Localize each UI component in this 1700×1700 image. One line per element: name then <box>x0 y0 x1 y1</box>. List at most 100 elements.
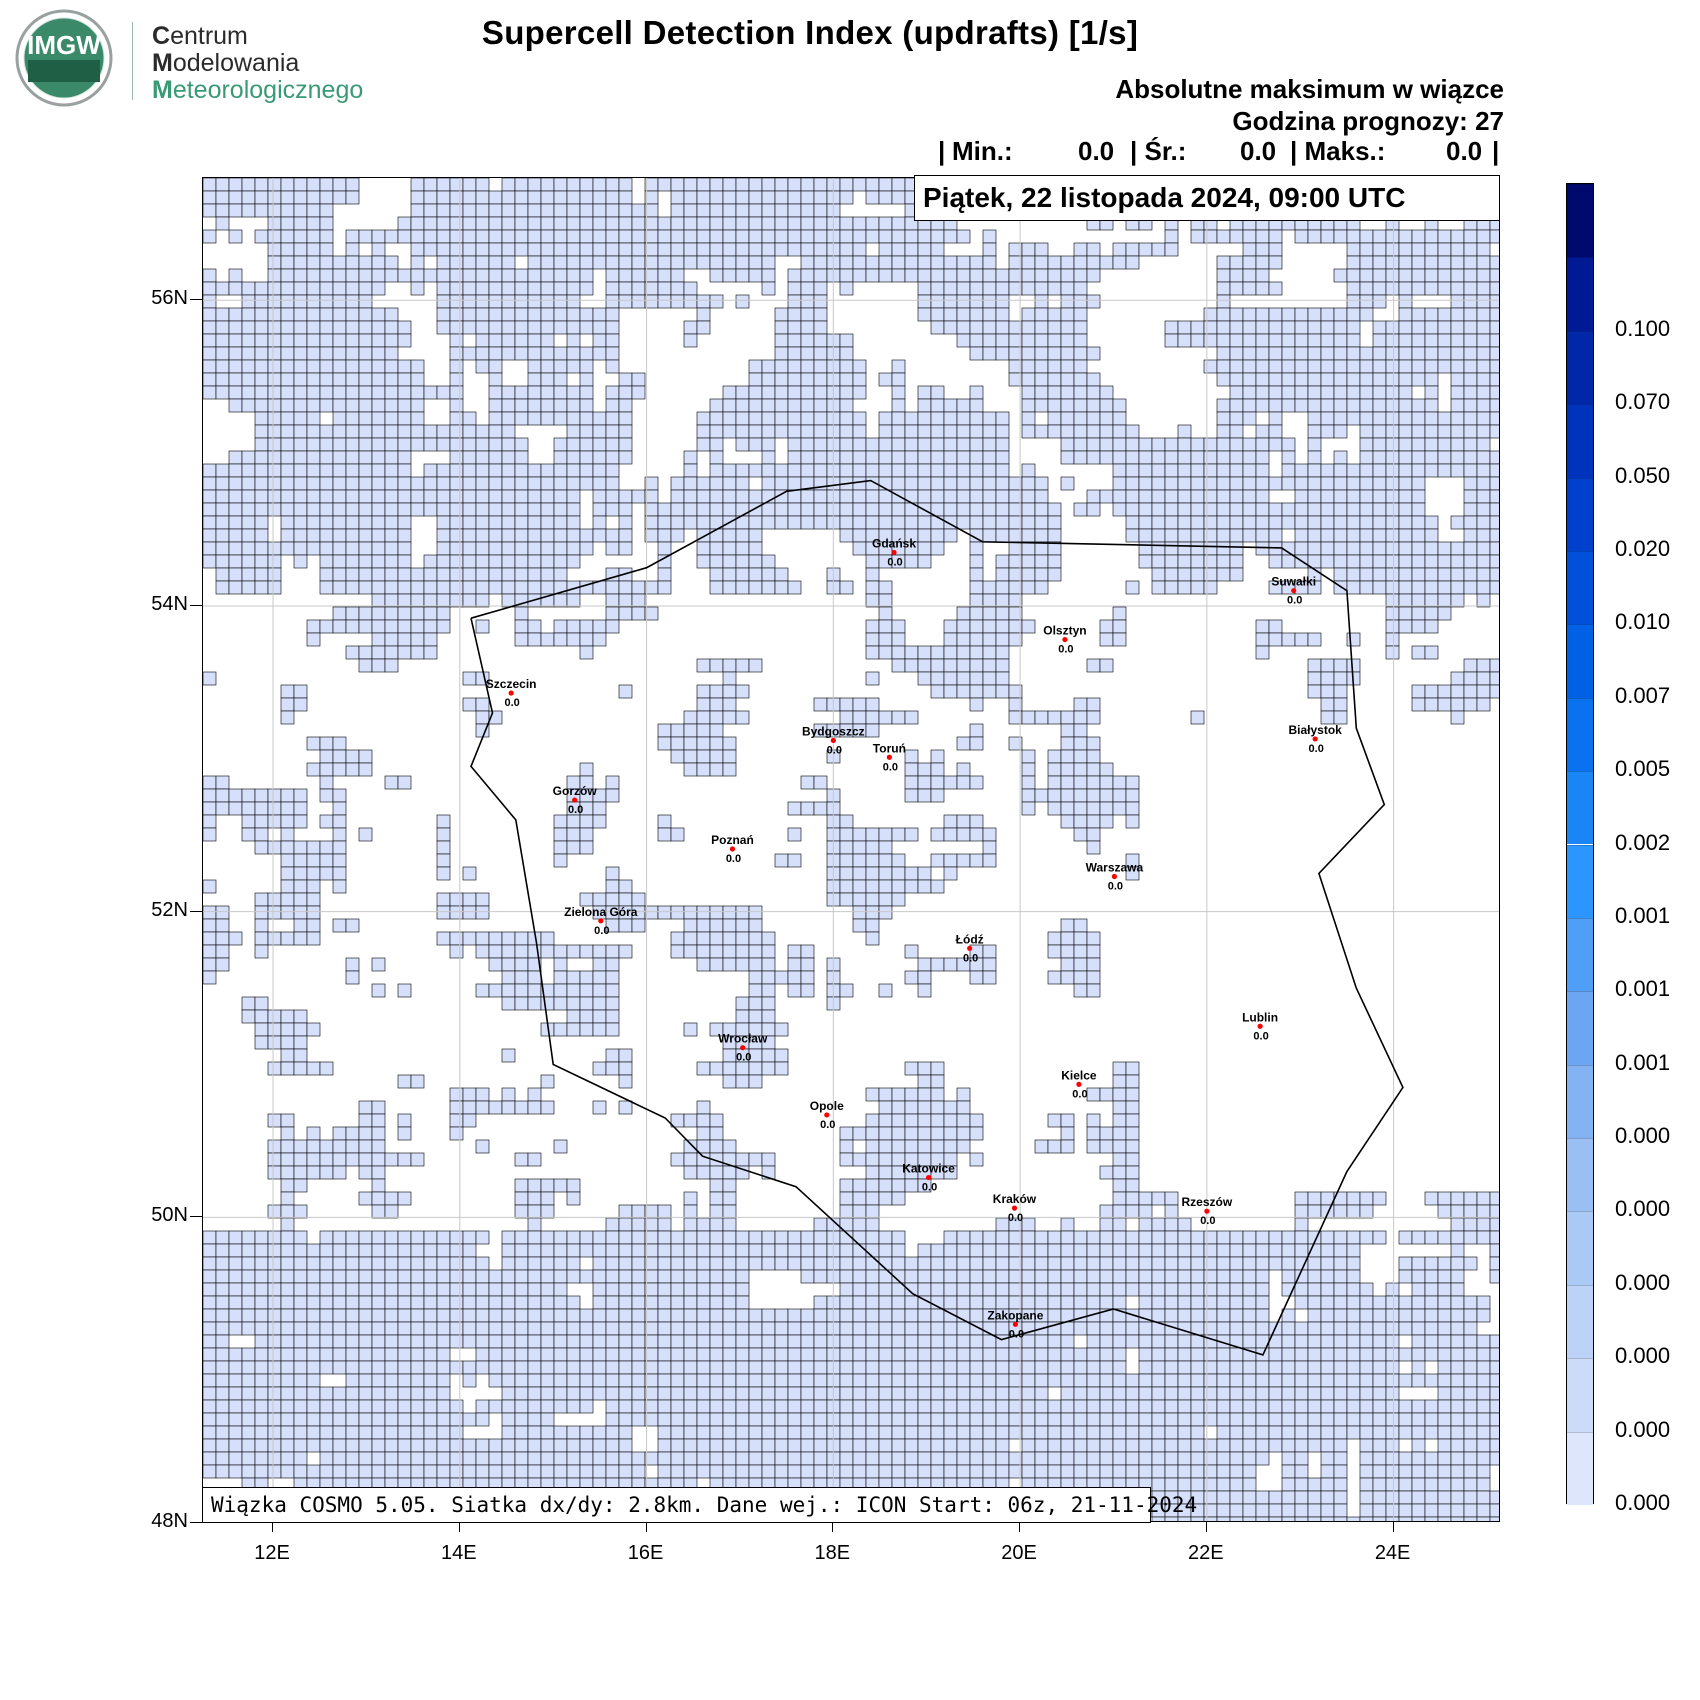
sdi-fill-cell <box>1346 372 1361 387</box>
sdi-fill-cell <box>1151 1308 1166 1323</box>
sdi-fill-cell <box>1242 1269 1257 1284</box>
sdi-fill-cell <box>1307 437 1322 452</box>
sdi-fill-cell <box>878 1347 893 1362</box>
sdi-fill-cell <box>527 1178 542 1193</box>
sdi-fill-cell <box>566 1308 581 1323</box>
sdi-fill-cell <box>865 879 880 894</box>
sdi-fill-cell <box>462 1100 477 1115</box>
sdi-fill-cell <box>839 281 854 296</box>
sdi-fill-cell <box>709 1347 724 1362</box>
sdi-fill-cell <box>436 476 451 491</box>
sdi-fill-cell <box>774 463 789 478</box>
sdi-fill-cell <box>891 1113 906 1128</box>
sdi-fill-cell <box>748 658 763 673</box>
sdi-fill-cell <box>800 502 815 517</box>
sdi-fill-cell <box>1164 476 1179 491</box>
sdi-fill-cell <box>683 320 698 335</box>
sdi-fill-cell <box>722 476 737 491</box>
sdi-fill-cell <box>553 294 568 309</box>
sdi-fill-cell <box>358 411 373 426</box>
sdi-fill-cell <box>852 879 867 894</box>
sdi-fill-cell <box>371 476 386 491</box>
sdi-fill-cell <box>852 1386 867 1401</box>
sdi-fill-cell <box>488 1308 503 1323</box>
sdi-fill-cell <box>449 905 464 920</box>
sdi-fill-cell <box>488 1100 503 1115</box>
sdi-fill-cell <box>462 346 477 361</box>
sdi-fill-cell <box>852 178 867 192</box>
sdi-fill-cell <box>1021 1295 1036 1310</box>
sdi-fill-cell <box>1333 307 1348 322</box>
sdi-fill-cell <box>566 229 581 244</box>
sdi-fill-cell <box>1359 450 1374 465</box>
sdi-fill-cell <box>215 178 230 192</box>
sdi-fill-cell <box>696 502 711 517</box>
sdi-fill-cell <box>306 281 321 296</box>
sdi-fill-cell <box>345 476 360 491</box>
sdi-fill-cell <box>371 1113 386 1128</box>
sdi-fill-cell <box>709 294 724 309</box>
sdi-fill-cell <box>514 567 529 582</box>
sdi-fill-cell <box>1307 1269 1322 1284</box>
sdi-fill-cell <box>566 814 581 829</box>
sdi-fill-cell <box>1164 1217 1179 1232</box>
sdi-fill-cell <box>488 931 503 946</box>
sdi-fill-cell <box>1424 606 1439 621</box>
sdi-fill-cell <box>540 515 555 530</box>
sdi-fill-cell <box>943 463 958 478</box>
sdi-fill-cell <box>540 996 555 1011</box>
map-area[interactable]: Gdańsk 0.0 Suwałki 0.0 Olsztyn 0.0 Szczecin 0.0… <box>202 177 1500 1522</box>
sdi-fill-cell <box>1320 1386 1335 1401</box>
sdi-fill-cell <box>1359 463 1374 478</box>
sdi-fill-cell <box>774 424 789 439</box>
sdi-fill-cell <box>761 957 776 972</box>
sdi-fill-cell <box>917 671 932 686</box>
sdi-fill-cell <box>215 1334 230 1349</box>
sdi-fill-cell <box>943 1230 958 1245</box>
sdi-fill-cell <box>904 1334 919 1349</box>
sdi-fill-cell <box>1320 229 1335 244</box>
sdi-fill-cell <box>969 684 984 699</box>
sdi-fill-cell <box>319 203 334 218</box>
sdi-fill-cell <box>813 463 828 478</box>
sdi-fill-cell <box>1268 255 1283 270</box>
sdi-fill-cell <box>1424 1295 1439 1310</box>
sdi-fill-cell <box>852 1373 867 1388</box>
sdi-fill-cell <box>267 1282 282 1297</box>
sdi-fill-cell <box>1060 268 1075 283</box>
sdi-fill-cell <box>657 580 672 595</box>
sdi-fill-cell <box>514 178 529 192</box>
sdi-fill-cell <box>1138 1282 1153 1297</box>
sdi-fill-cell <box>280 1178 295 1193</box>
sdi-fill-cell <box>696 1113 711 1128</box>
sdi-fill-cell <box>1294 1282 1309 1297</box>
sdi-fill-cell <box>267 1347 282 1362</box>
sdi-fill-cell <box>1398 255 1413 270</box>
sdi-fill-cell <box>1229 476 1244 491</box>
sdi-fill-cell <box>345 1295 360 1310</box>
sdi-fill-cell <box>969 554 984 569</box>
sdi-fill-cell <box>397 541 412 556</box>
sdi-fill-cell <box>592 1022 607 1037</box>
sdi-fill-cell <box>475 450 490 465</box>
sdi-fill-cell <box>345 970 360 985</box>
sdi-fill-cell <box>475 944 490 959</box>
sdi-fill-cell <box>436 1425 451 1440</box>
sdi-fill-cell <box>1125 476 1140 491</box>
sdi-fill-cell <box>839 463 854 478</box>
sdi-fill-cell <box>1424 645 1439 660</box>
sdi-fill-cell <box>956 827 971 842</box>
sdi-fill-cell <box>943 1113 958 1128</box>
sdi-fill-cell <box>1112 1204 1127 1219</box>
sdi-fill-cell <box>280 1360 295 1375</box>
sdi-fill-cell <box>1320 554 1335 569</box>
sdi-fill-cell <box>891 1347 906 1362</box>
sdi-fill-cell <box>462 567 477 582</box>
sdi-fill-cell <box>930 1282 945 1297</box>
sdi-fill-cell <box>956 1386 971 1401</box>
sdi-fill-cell <box>943 1243 958 1258</box>
sdi-fill-cell <box>1216 229 1231 244</box>
sdi-fill-cell <box>384 1204 399 1219</box>
sdi-fill-cell <box>1372 1230 1387 1245</box>
sdi-fill-cell <box>280 294 295 309</box>
